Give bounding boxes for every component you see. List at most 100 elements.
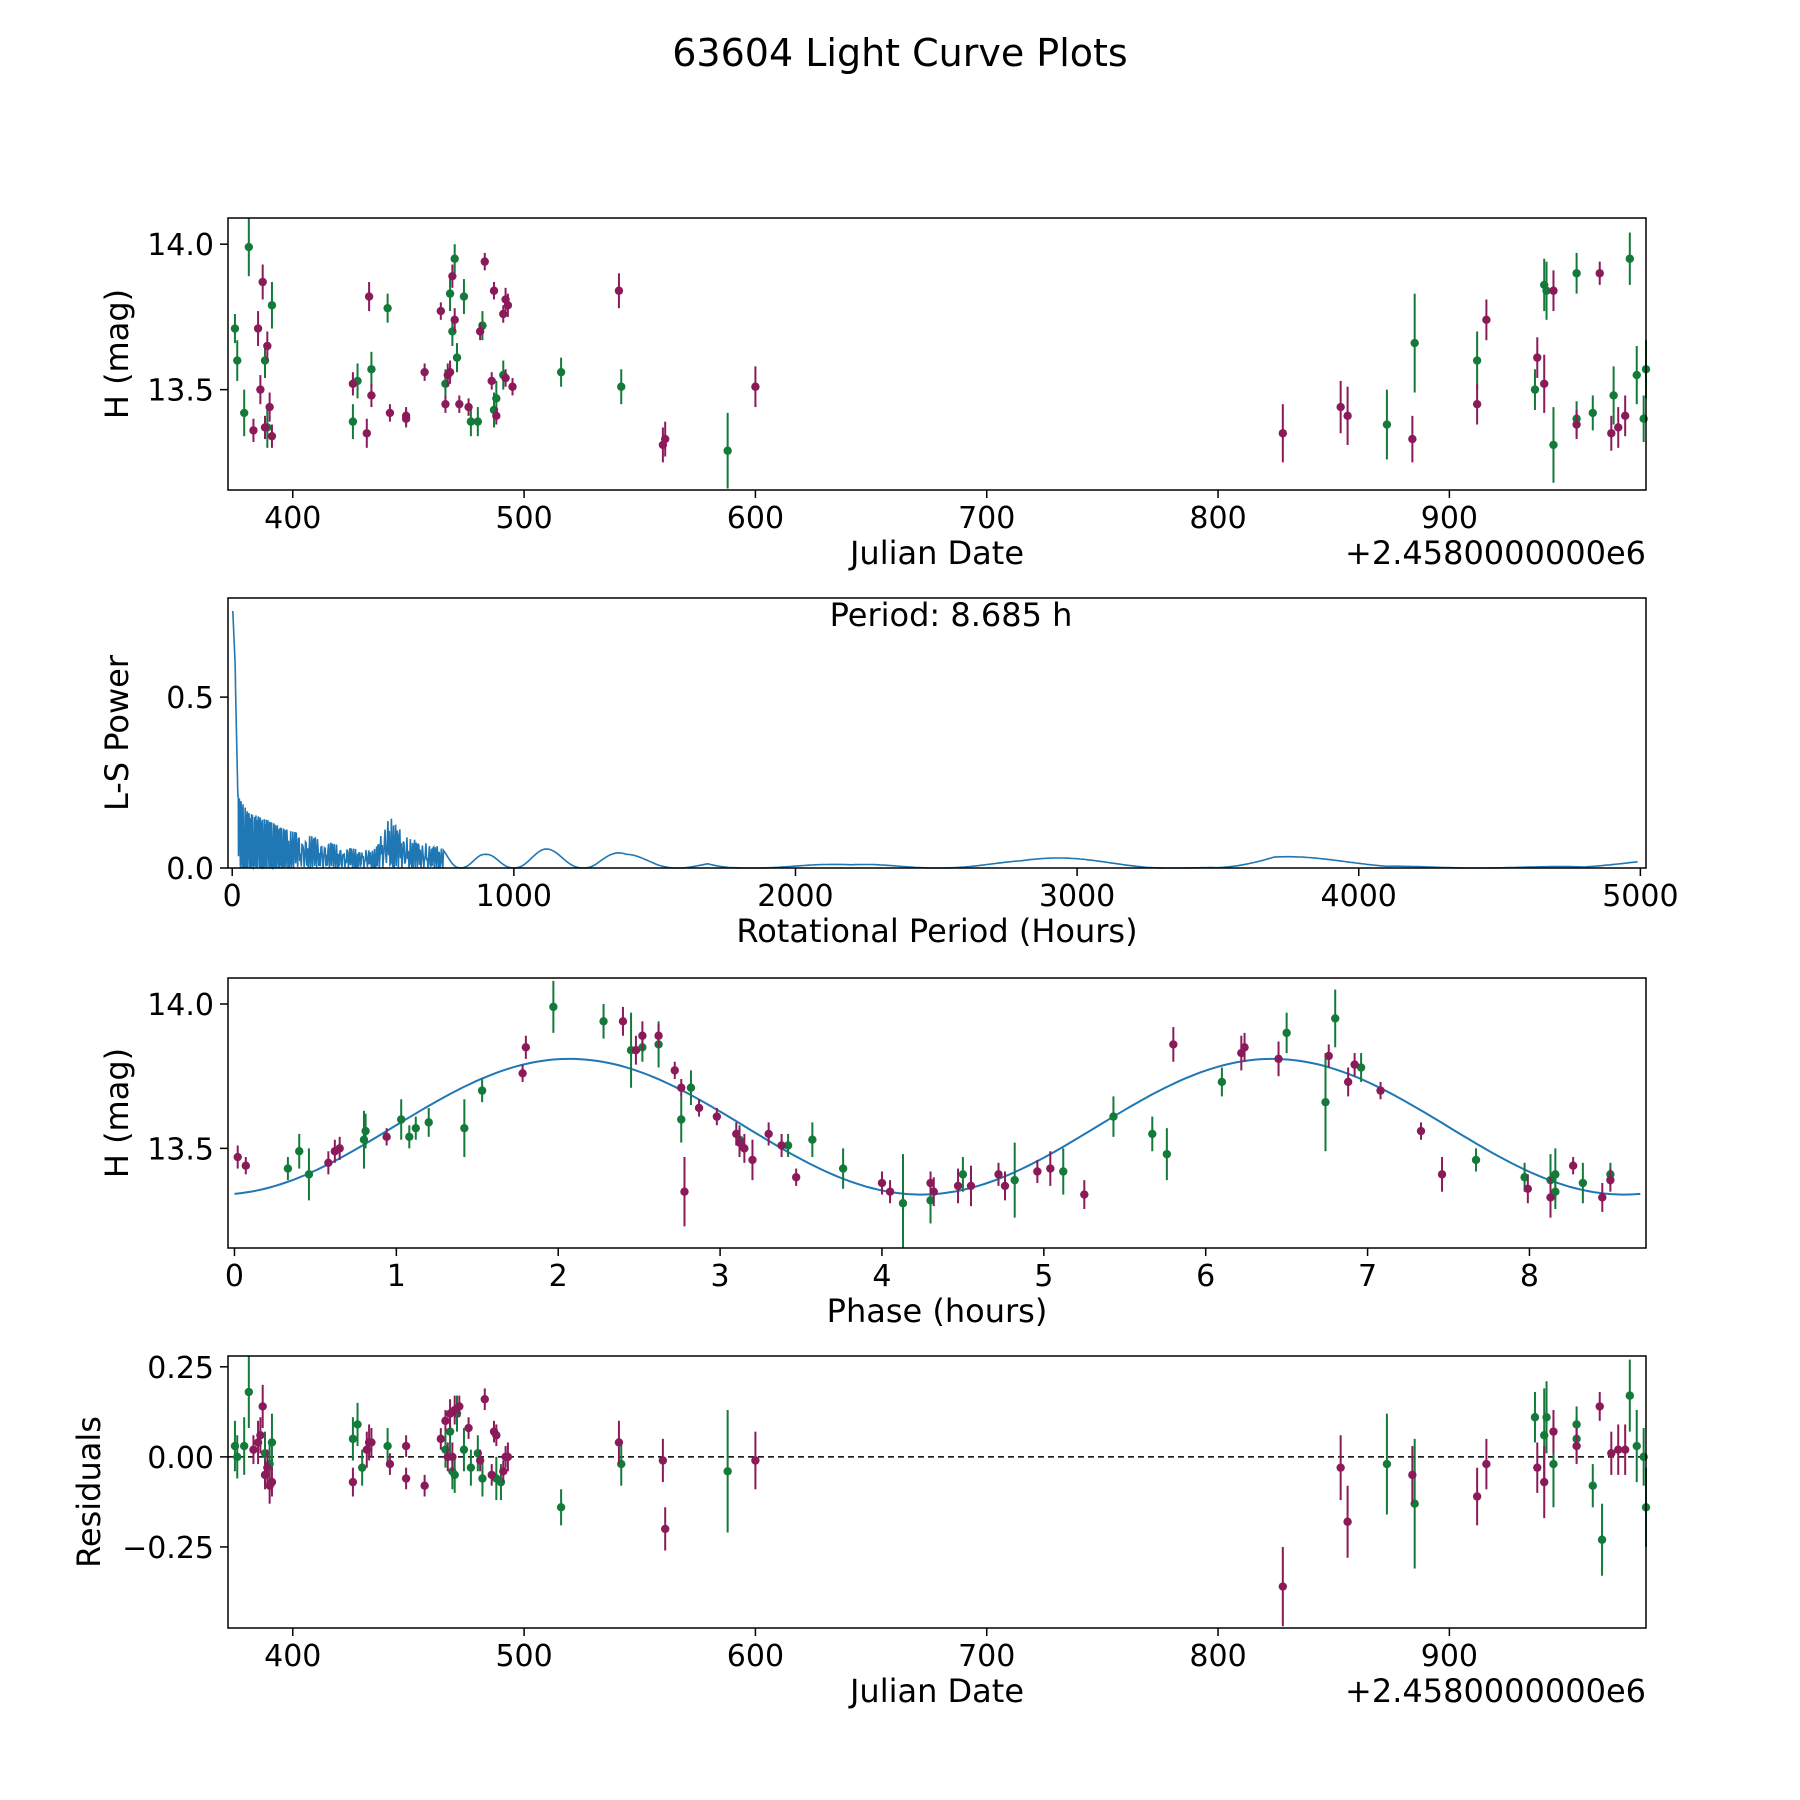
phased-curve-frame	[227, 977, 1647, 1249]
green-point	[348, 417, 358, 426]
periodogram-ytick-label: 0.0	[166, 852, 214, 887]
purple-point	[670, 1066, 679, 1075]
green-point	[466, 417, 476, 426]
purple-point	[966, 1181, 976, 1191]
purple-point	[464, 1423, 473, 1433]
purple-point	[1533, 1463, 1542, 1472]
green-point	[1382, 420, 1392, 429]
purple-point	[382, 1132, 391, 1142]
light-curve-ylabel: H (mag)	[98, 289, 136, 419]
green-point	[477, 1086, 487, 1095]
green-point	[783, 1141, 793, 1150]
light-curve-xlabel: Julian Date	[848, 534, 1024, 572]
phased-curve-marks	[233, 980, 1641, 1248]
purple-point	[1482, 315, 1491, 325]
purple-point	[256, 385, 265, 394]
periodogram-ytick-label: 0.5	[166, 681, 214, 716]
purple-point	[877, 1178, 887, 1188]
residuals-offset-label: +2.4580000000e6	[1345, 1672, 1646, 1710]
purple-point	[1169, 1040, 1178, 1049]
purple-point	[441, 399, 450, 409]
periodogram-xtick-label: 4000	[1321, 879, 1397, 914]
purple-point	[1540, 1477, 1549, 1487]
green-point	[1632, 1441, 1641, 1451]
green-point	[473, 417, 483, 426]
green-point	[383, 303, 392, 313]
phased-curve-xtick-label: 3	[711, 1259, 730, 1294]
green-point	[1520, 1173, 1529, 1182]
green-point	[304, 1170, 314, 1179]
green-point	[1530, 1413, 1540, 1422]
purple-point	[367, 1438, 376, 1447]
purple-point	[489, 286, 499, 295]
light-curve-xtick-label: 600	[727, 501, 784, 536]
purple-point	[1606, 1175, 1615, 1185]
residuals-frame	[227, 1355, 1647, 1629]
purple-point	[480, 257, 489, 266]
green-point	[1472, 356, 1482, 365]
residuals-ytick-label: −0.25	[122, 1531, 214, 1566]
green-point	[492, 394, 501, 403]
purple-point	[751, 1456, 760, 1465]
periodogram-xtick-label: 5000	[1602, 879, 1678, 914]
green-point	[466, 1463, 476, 1472]
purple-point	[1416, 1126, 1426, 1136]
green-point	[450, 254, 459, 263]
purple-point	[1274, 1054, 1283, 1064]
purple-point	[487, 1470, 496, 1480]
purple-point	[677, 1083, 686, 1092]
purple-point	[503, 301, 513, 310]
green-point	[898, 1199, 908, 1208]
purple-point	[1568, 1161, 1578, 1170]
green-point	[808, 1135, 817, 1144]
purple-point	[385, 1459, 395, 1469]
purple-point	[501, 373, 510, 383]
green-point	[405, 1132, 414, 1142]
green-point	[244, 1387, 254, 1397]
purple-point	[480, 1395, 489, 1404]
purple-point	[1614, 423, 1623, 432]
purple-point	[660, 434, 670, 444]
purple-point	[1350, 1060, 1359, 1069]
green-point	[424, 1118, 433, 1127]
light-curve-ticks: 400 500 600 700 800 900 13.5 14.0	[147, 228, 1478, 536]
green-point	[445, 1427, 455, 1436]
green-point	[1321, 1097, 1330, 1107]
panel-periodogram: 0 1000 2000 3000 4000 5000 0.0 0.5 Rotational P…	[98, 596, 1679, 950]
purple-point	[712, 1112, 722, 1121]
purple-point	[658, 1456, 668, 1465]
purple-point	[654, 1031, 663, 1040]
periodogram-xtick-label: 0	[223, 879, 242, 914]
residuals-ylabel: Residuals	[70, 1416, 108, 1568]
residuals-xtick-label: 400	[264, 1639, 321, 1674]
purple-point	[1240, 1043, 1249, 1052]
purple-point	[324, 1158, 333, 1168]
green-point	[244, 242, 254, 252]
green-point	[459, 292, 469, 301]
green-point	[1578, 1178, 1588, 1188]
purple-point	[364, 292, 374, 301]
green-point	[1597, 1535, 1607, 1544]
green-point	[1382, 1459, 1392, 1469]
purple-point	[1343, 411, 1352, 421]
phased-curve-xtick-label: 7	[1358, 1259, 1377, 1294]
periodogram-xtick-label: 3000	[1039, 879, 1115, 914]
phased-curve-xtick-label: 6	[1196, 1259, 1215, 1294]
residuals-xtick-label: 900	[1421, 1639, 1478, 1674]
purple-point	[436, 306, 446, 316]
purple-point	[367, 391, 376, 400]
green-point	[723, 446, 732, 455]
phased-curve-xtick-label: 0	[225, 1259, 244, 1294]
purple-point	[791, 1173, 801, 1182]
panel-residuals: 400 500 600 700 800 900 0.25 0.00 −0.25 Julian D…	[70, 1351, 1651, 1710]
purple-point	[751, 382, 760, 391]
periodogram-frame	[227, 597, 1647, 869]
green-point	[459, 1445, 469, 1454]
purple-point	[335, 1144, 344, 1153]
light-curve-ytick-label: 13.5	[147, 374, 214, 409]
green-point	[1162, 1149, 1172, 1159]
purple-point	[1620, 1445, 1630, 1454]
purple-point	[487, 376, 496, 386]
green-point	[1356, 1063, 1366, 1072]
purple-point	[464, 402, 473, 412]
